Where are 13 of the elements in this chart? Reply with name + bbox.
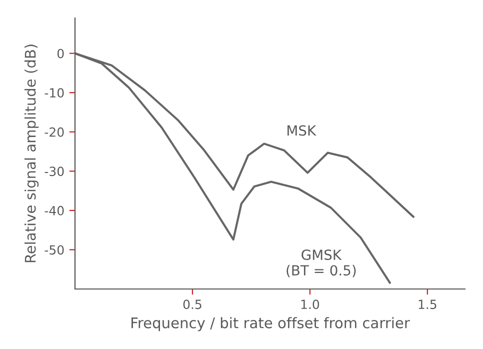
y-tick-label: -40	[44, 206, 64, 216]
series-label: GMSK (BT = 0.5)	[286, 250, 356, 278]
y-tick-label: -30	[44, 166, 64, 176]
y-tick-label: -50	[44, 245, 64, 255]
y-tick-label: 0	[57, 48, 64, 58]
x-axis-title: Frequency / bit rate offset from carrier	[132, 317, 410, 332]
y-axis-title: Relative signal amplitude (dB)	[24, 44, 39, 262]
x-tick-label: 1.0	[301, 300, 320, 310]
x-tick-label: 0.5	[183, 300, 202, 310]
series-label: MSK	[288, 125, 316, 136]
y-tick-label: -20	[44, 127, 64, 137]
y-tick-label: -10	[44, 88, 64, 98]
x-tick-label: 1.5	[418, 300, 436, 310]
